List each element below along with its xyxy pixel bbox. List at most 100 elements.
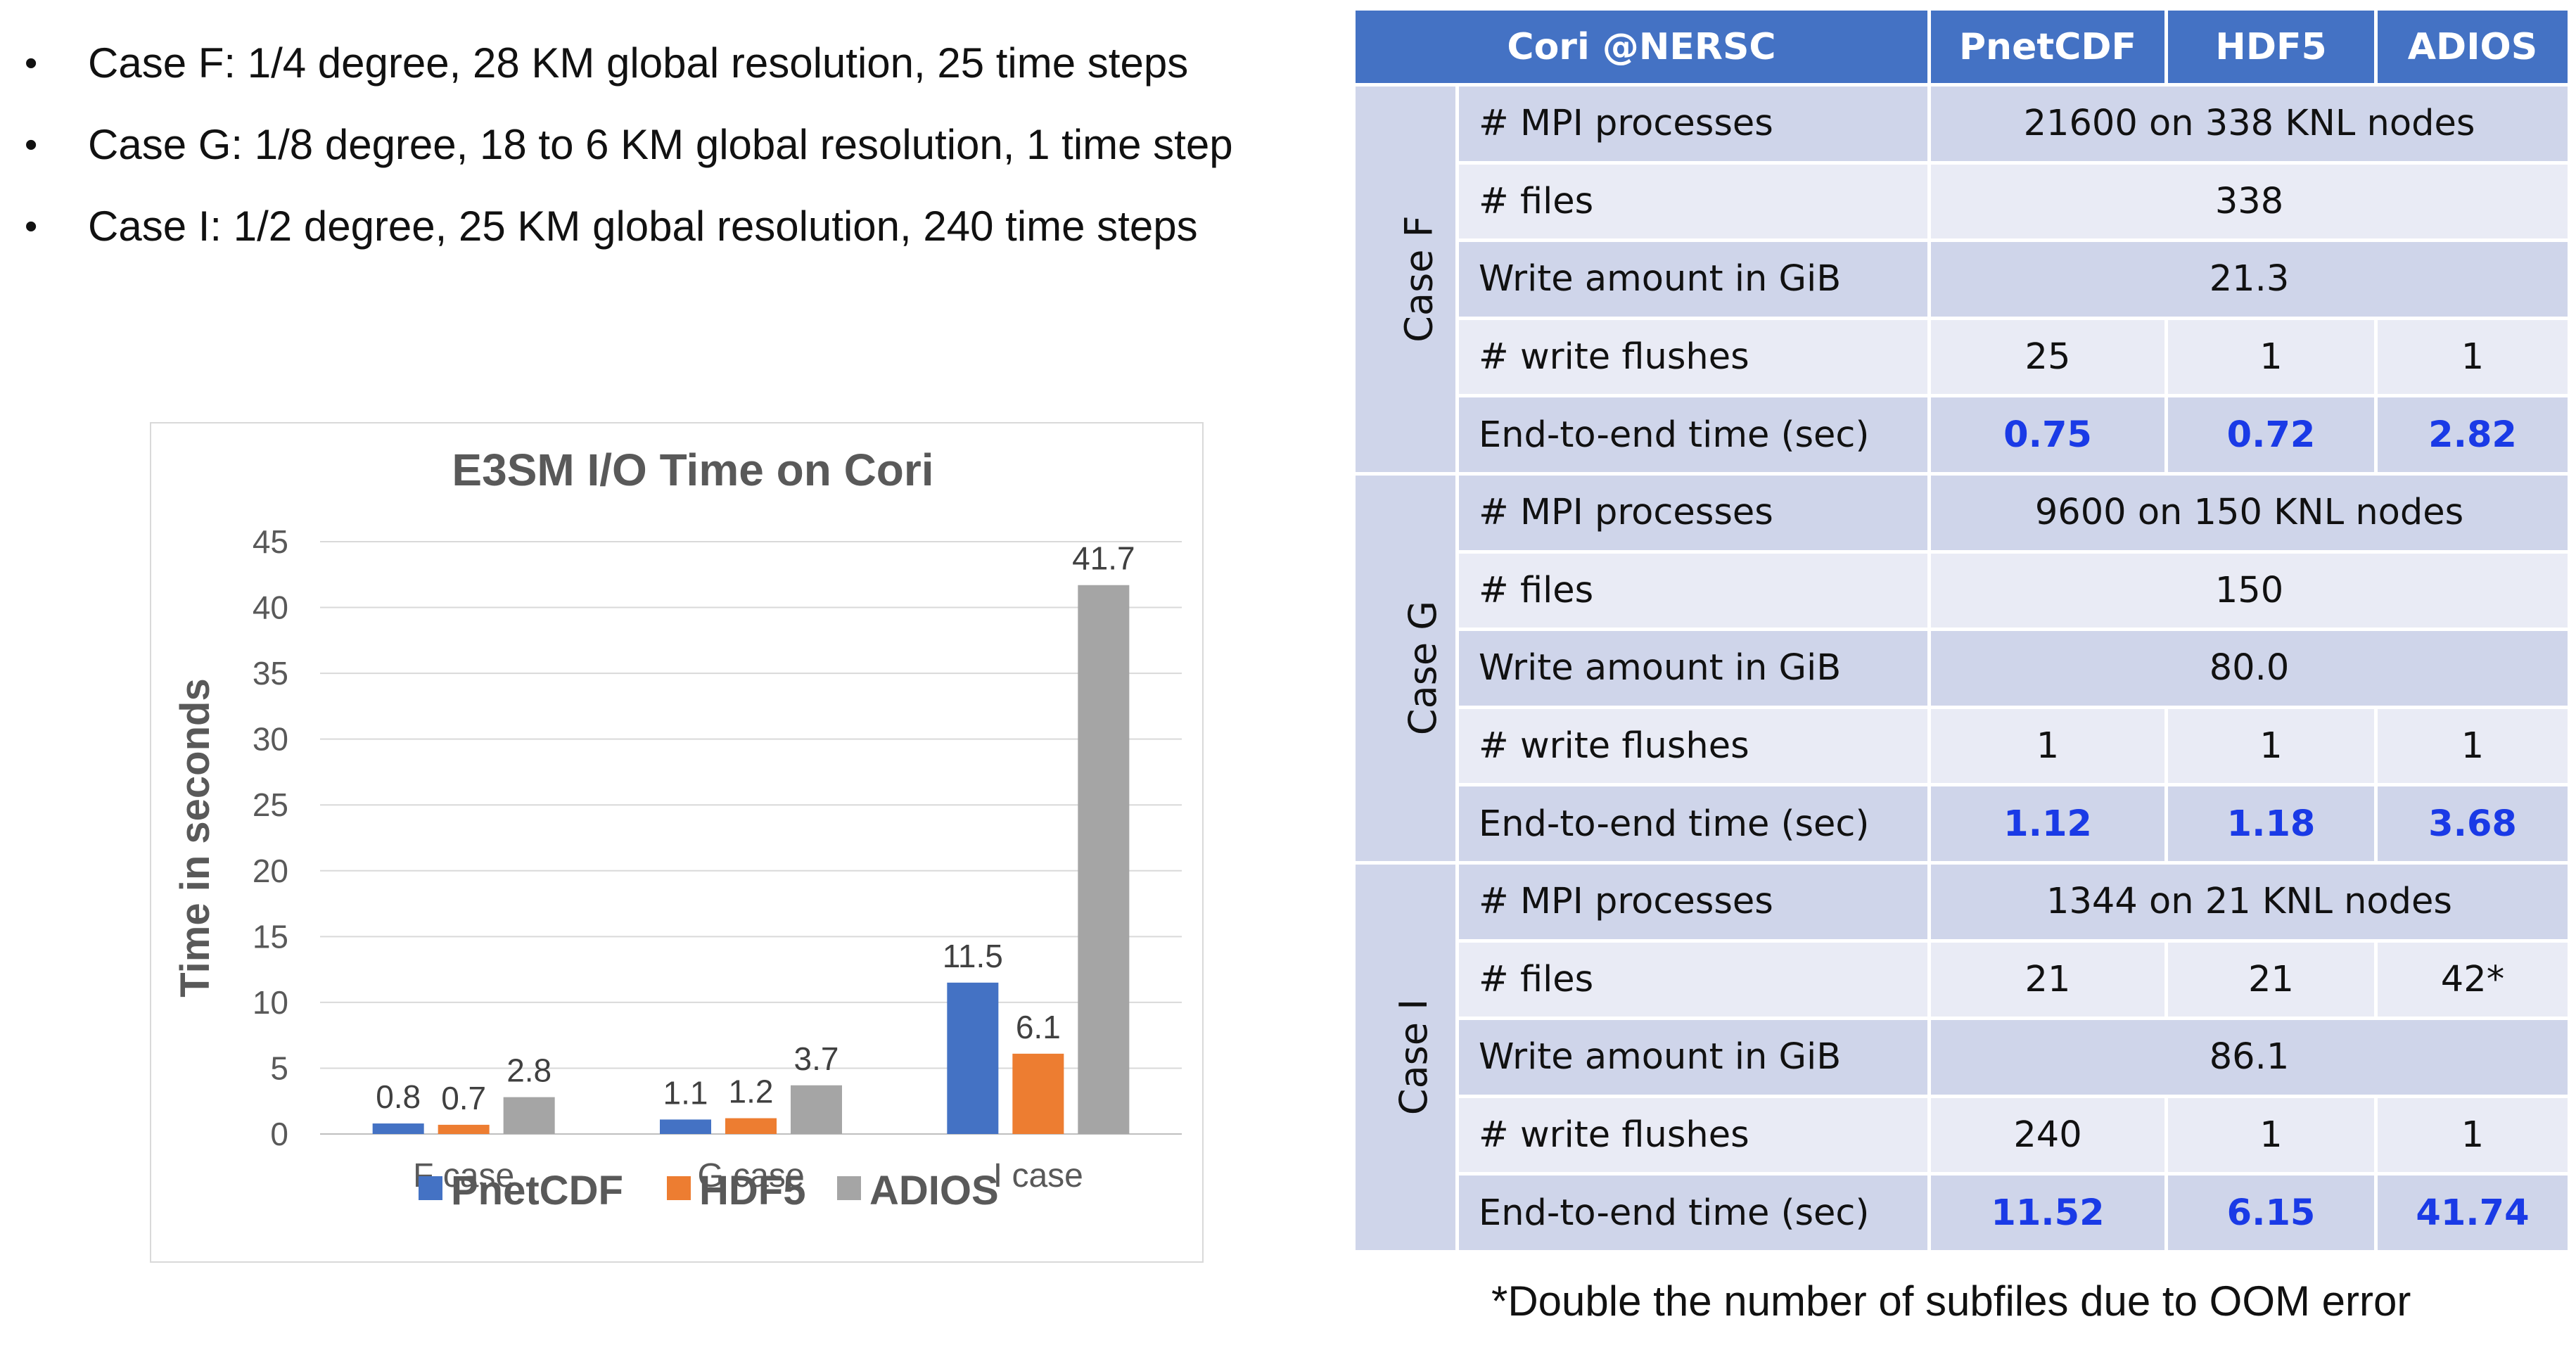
table-row: # files 338 <box>1354 160 2571 243</box>
value-cell: 21 <box>2164 938 2378 1021</box>
data-label: 2.8 <box>506 1052 551 1089</box>
table-row: End-to-end time (sec) 11.52 6.15 41.74 <box>1354 1172 2571 1254</box>
table-row: # write flushes 25 1 1 <box>1354 316 2571 398</box>
bar-hdf5 <box>725 1118 777 1134</box>
y-tick-label: 35 <box>253 655 288 692</box>
value-cell: 3.68 <box>2374 783 2571 865</box>
case-description-list: Case F: 1/4 degree, 28 KM global resolut… <box>21 42 1233 287</box>
case-i-description: Case I: 1/2 degree, 25 KM global resolut… <box>21 205 1233 248</box>
bar-pnetcdf <box>372 1123 424 1134</box>
header-platform: Cori @NERSC <box>1352 7 1931 87</box>
value-cell: 240 <box>1927 1094 2168 1176</box>
merged-value-cell: 21.3 <box>1927 238 2571 320</box>
metric-label: # MPI processes <box>1455 471 1931 554</box>
table-row: End-to-end time (sec) 1.12 1.18 3.68 <box>1354 783 2571 865</box>
metric-label: Write amount in GiB <box>1455 238 1931 320</box>
y-tick-label: 0 <box>270 1116 288 1152</box>
bar-adios <box>1078 585 1130 1134</box>
x-tick-label: I case <box>993 1157 1083 1194</box>
bar-hdf5 <box>1012 1053 1064 1134</box>
metric-label: # files <box>1455 549 1931 632</box>
case-label: Case F <box>1396 215 1441 343</box>
table-header-row: Cori @NERSC PnetCDF HDF5 ADIOS <box>1352 7 2571 87</box>
merged-value-cell: 338 <box>1927 160 2571 243</box>
metric-label: # files <box>1455 160 1931 243</box>
chart-title: E3SM I/O Time on Cori <box>452 445 933 495</box>
merged-value-cell: 150 <box>1927 549 2571 632</box>
table-row: # files 150 <box>1354 549 2571 632</box>
bar-adios <box>503 1097 555 1134</box>
case-label-cell: Case I <box>1352 860 1459 1254</box>
y-tick-label: 10 <box>253 984 288 1021</box>
value-cell: 6.15 <box>2164 1172 2378 1254</box>
bar-pnetcdf <box>947 982 999 1134</box>
value-cell: 1 <box>2374 316 2571 398</box>
legend-label: PnetCDF <box>451 1168 623 1213</box>
table-row: Write amount in GiB 86.1 <box>1354 1017 2571 1098</box>
table-body: Case F # MPI processes 21600 on 338 KNL no… <box>1352 83 2571 1254</box>
metric-label: # write flushes <box>1455 705 1931 787</box>
header-pnetcdf: PnetCDF <box>1927 7 2168 87</box>
y-tick-label: 15 <box>253 918 288 955</box>
merged-value-cell: 9600 on 150 KNL nodes <box>1927 471 2571 554</box>
case-label: Case G <box>1401 601 1446 736</box>
data-label: 11.5 <box>943 938 1003 974</box>
value-cell: 25 <box>1927 316 2168 398</box>
legend-swatch <box>419 1176 442 1200</box>
value-cell: 1 <box>2374 1094 2571 1176</box>
value-cell: 0.72 <box>2164 394 2378 476</box>
case-label: Case I <box>1391 999 1436 1116</box>
bar-pnetcdf <box>660 1119 711 1134</box>
bar-hdf5 <box>438 1124 490 1134</box>
merged-value-cell: 1344 on 21 KNL nodes <box>1927 860 2571 943</box>
metric-label: Write amount in GiB <box>1455 627 1931 709</box>
data-label: 0.7 <box>441 1080 486 1116</box>
merged-value-cell: 80.0 <box>1927 627 2571 709</box>
metric-label: # files <box>1455 938 1931 1021</box>
value-cell: 1 <box>2164 1094 2378 1176</box>
data-label: 1.1 <box>663 1074 708 1111</box>
table-row: # write flushes 240 1 1 <box>1354 1094 2571 1176</box>
legend-swatch <box>667 1176 691 1200</box>
performance-table: Cori @NERSC PnetCDF HDF5 ADIOS Case F # M… <box>1352 7 2571 1254</box>
value-cell: 1.18 <box>2164 783 2378 865</box>
io-time-chart: E3SM I/O Time on Cori 0 5 10 15 20 25 30 35 40 45 T… <box>150 422 1204 1263</box>
x-tick-label: G case <box>697 1157 804 1194</box>
table-row: Case I # MPI processes 1344 on 21 KNL node… <box>1352 860 2571 1254</box>
table-row: Case G # MPI processes 9600 on 150 KNL nod… <box>1352 471 2571 865</box>
data-label: 1.2 <box>729 1074 774 1110</box>
value-cell: 1 <box>2374 705 2571 787</box>
table-footnote: *Double the number of subfiles due to OO… <box>1491 1278 2411 1325</box>
merged-value-cell: 86.1 <box>1927 1017 2571 1098</box>
y-tick-label: 45 <box>253 523 288 560</box>
metric-label: # write flushes <box>1455 1094 1931 1176</box>
y-tick-label: 30 <box>253 721 288 758</box>
y-tick-label: 20 <box>253 853 288 889</box>
value-cell: 1 <box>2164 316 2378 398</box>
metric-label: Write amount in GiB <box>1455 1017 1931 1098</box>
merged-value-cell: 21600 on 338 KNL nodes <box>1927 83 2571 165</box>
value-cell: 11.52 <box>1927 1172 2168 1254</box>
value-cell: 1 <box>1927 705 2168 787</box>
table-row: Case F # MPI processes 21600 on 338 KNL no… <box>1352 83 2571 476</box>
data-label: 6.1 <box>1016 1009 1061 1045</box>
case-g-description: Case G: 1/8 degree, 18 to 6 KM global re… <box>21 124 1233 167</box>
value-cell: 0.75 <box>1927 394 2168 476</box>
table-row: Write amount in GiB 80.0 <box>1354 627 2571 709</box>
metric-label: End-to-end time (sec) <box>1455 783 1931 865</box>
header-hdf5: HDF5 <box>2164 7 2378 87</box>
case-label-cell: Case G <box>1352 471 1459 865</box>
table-row: Write amount in GiB 21.3 <box>1354 238 2571 320</box>
data-label: 0.8 <box>376 1078 421 1115</box>
y-tick-label: 25 <box>253 786 288 823</box>
value-cell: 1 <box>2164 705 2378 787</box>
y-axis-label: Time in seconds <box>172 678 218 997</box>
value-cell: 41.74 <box>2374 1172 2571 1254</box>
bar-adios <box>791 1085 842 1134</box>
legend-swatch <box>837 1176 861 1200</box>
value-cell: 1.12 <box>1927 783 2168 865</box>
metric-label: # MPI processes <box>1455 83 1931 165</box>
y-tick-label: 40 <box>253 590 288 626</box>
data-label: 41.7 <box>1072 540 1135 577</box>
value-cell: 21 <box>1927 938 2168 1021</box>
